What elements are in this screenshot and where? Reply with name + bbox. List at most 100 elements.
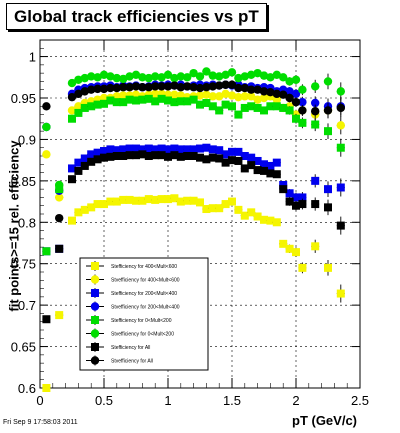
data-point (240, 103, 249, 112)
data-point (234, 156, 243, 165)
data-point (138, 196, 147, 205)
legend-entry: Stvefficiency for All (86, 355, 153, 366)
x-tick-label: 2 (292, 393, 299, 408)
data-point (132, 151, 140, 160)
data-point (80, 87, 90, 96)
legend-marker (90, 356, 100, 365)
data-point (253, 68, 262, 78)
data-point (259, 71, 269, 80)
legend-entry: Stefficiency for All (86, 342, 150, 352)
data-point (272, 102, 281, 111)
y-tick-label: 0.75 (11, 257, 36, 272)
legend-label: Stvefficiency for 200<Mult<400 (111, 305, 180, 311)
data-point (67, 106, 77, 115)
data-point (93, 84, 102, 94)
data-point (292, 114, 300, 123)
data-point (164, 152, 172, 161)
series-4 (42, 94, 345, 256)
data-point (42, 384, 51, 392)
data-point (80, 205, 89, 214)
data-point (42, 102, 51, 111)
data-point (272, 95, 281, 104)
data-point (311, 98, 320, 108)
data-point (336, 183, 345, 192)
data-point (151, 145, 160, 154)
data-point (311, 200, 320, 209)
data-point (259, 93, 269, 103)
data-point (87, 102, 96, 111)
data-point (119, 145, 128, 154)
data-point (253, 212, 262, 221)
data-point (228, 147, 236, 156)
data-point (266, 102, 275, 111)
data-point (195, 83, 205, 93)
data-point (170, 81, 179, 90)
data-point (253, 156, 262, 165)
data-point (106, 197, 115, 206)
data-point (266, 88, 275, 97)
data-point (227, 68, 237, 77)
y-tick-label: 0.7 (18, 298, 36, 313)
data-point (215, 146, 224, 155)
data-point (279, 185, 288, 194)
data-point (144, 152, 153, 160)
data-point (100, 153, 108, 162)
data-point (55, 180, 64, 190)
data-point (208, 82, 217, 91)
data-point (279, 90, 288, 99)
data-point (272, 158, 281, 167)
y-tick-label: 1 (29, 50, 36, 65)
data-point (240, 92, 249, 101)
data-point (157, 94, 166, 103)
data-point (285, 77, 294, 86)
series-7 (42, 80, 345, 223)
data-point (67, 92, 77, 102)
data-point (138, 83, 147, 92)
data-point (176, 72, 185, 81)
data-point (221, 158, 230, 167)
data-point (74, 108, 83, 117)
legend-marker (90, 302, 100, 311)
data-point (279, 73, 288, 82)
data-point (138, 150, 147, 159)
data-point (247, 161, 256, 170)
data-point (279, 181, 288, 189)
data-point (215, 72, 224, 81)
data-point (93, 100, 102, 109)
data-point (228, 102, 236, 111)
data-point (291, 97, 301, 107)
data-point (240, 152, 249, 160)
data-point (336, 221, 345, 230)
data-point (119, 195, 128, 204)
series-6 (42, 150, 345, 324)
data-point (240, 211, 249, 220)
data-point (68, 114, 76, 123)
data-point (202, 98, 211, 107)
data-point (119, 74, 128, 84)
data-point (202, 205, 211, 214)
data-point (138, 145, 147, 154)
data-point (74, 89, 83, 99)
data-point (324, 263, 332, 272)
data-point (215, 92, 224, 101)
y-tick-label: 0.6 (18, 381, 36, 396)
data-point (189, 152, 198, 160)
data-point (125, 151, 134, 160)
data-point (221, 80, 230, 89)
data-point (336, 143, 345, 152)
data-point (42, 122, 51, 132)
data-point (298, 106, 307, 115)
data-point (298, 85, 307, 94)
data-point (221, 89, 230, 99)
data-point (247, 102, 256, 111)
data-point (336, 87, 345, 96)
data-point (202, 155, 211, 164)
legend-entry: Stefficiency for 0<Mult<200 (86, 315, 172, 325)
data-point (234, 73, 243, 83)
data-point (291, 75, 301, 84)
data-point (298, 97, 307, 107)
legend-marker (90, 329, 100, 338)
data-point (240, 164, 249, 173)
data-point (215, 81, 224, 90)
